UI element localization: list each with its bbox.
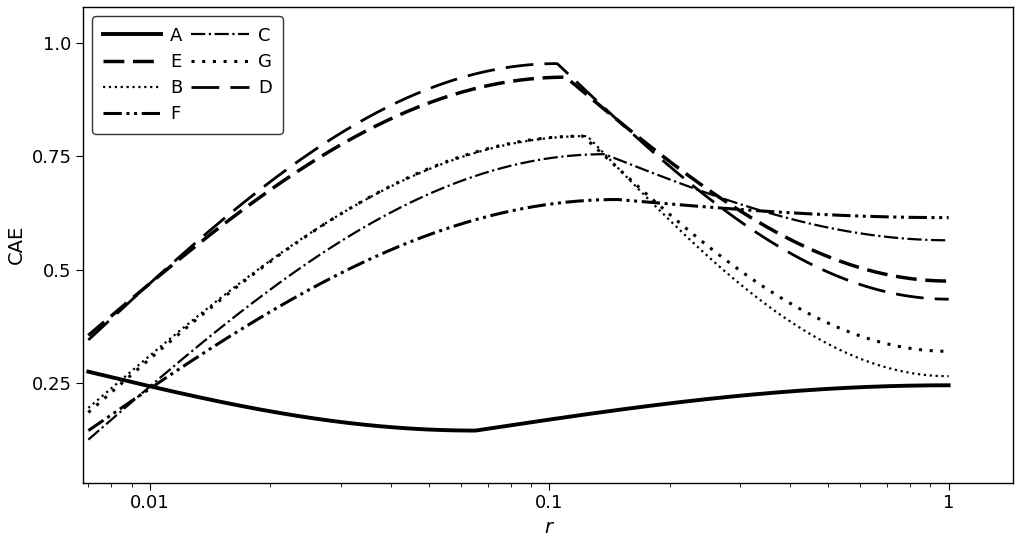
X-axis label: r: r	[544, 518, 551, 537]
Y-axis label: CAE: CAE	[7, 225, 25, 264]
Legend: A, E, B, F, C, G, D, : A, E, B, F, C, G, D,	[93, 16, 282, 134]
